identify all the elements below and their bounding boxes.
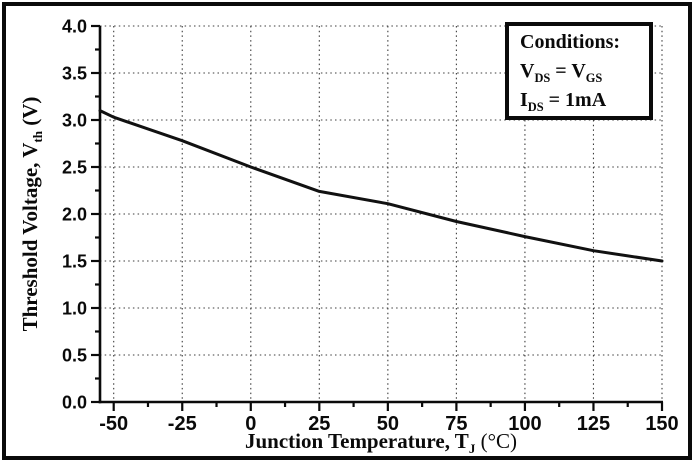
y-axis-title: Threshold Voltage, Vth (V) bbox=[18, 4, 46, 424]
y-tick-label: 2.5 bbox=[62, 158, 87, 178]
y-tick-label: 1.0 bbox=[62, 299, 87, 319]
conditions-ids-value: = 1mA bbox=[543, 89, 607, 111]
conditions-equals-vgs: = V bbox=[550, 60, 586, 82]
conditions-line-vds-vgs: VDS = VGS bbox=[520, 57, 649, 86]
conditions-box: Conditions: VDS = VGS IDS = 1mA bbox=[505, 22, 653, 120]
y-axis-title-unit: (V) bbox=[18, 96, 42, 131]
y-axis-title-subscript: th bbox=[30, 130, 46, 143]
x-tick-label: 50 bbox=[377, 413, 399, 435]
y-tick-label: 3.0 bbox=[62, 111, 87, 131]
y-tick-labels: 0.0 0.5 1.0 1.5 2.0 2.5 3.0 3.5 4.0 bbox=[62, 17, 87, 413]
x-tick-label: 0 bbox=[245, 413, 256, 435]
x-axis-title: Junction Temperature, TJ (°C) bbox=[131, 429, 631, 457]
conditions-vds-subscript: DS bbox=[534, 71, 551, 85]
x-axis-title-unit: (°C) bbox=[475, 429, 517, 453]
x-tick-label: 25 bbox=[308, 413, 330, 435]
x-tick-label: 150 bbox=[645, 413, 678, 435]
x-tick-label: 125 bbox=[577, 413, 610, 435]
conditions-ids-symbol: I bbox=[520, 89, 528, 111]
y-tick-label: 0.0 bbox=[62, 393, 87, 413]
x-tick-label: -25 bbox=[168, 413, 197, 435]
conditions-ids-subscript: DS bbox=[527, 100, 544, 114]
data-line-threshold-voltage bbox=[98, 109, 664, 263]
x-tick-label: -50 bbox=[99, 413, 128, 435]
y-tick-label: 2.0 bbox=[62, 205, 87, 225]
y-tick-label: 0.5 bbox=[62, 346, 87, 366]
y-tick-label: 1.5 bbox=[62, 252, 87, 272]
x-tick-label: 75 bbox=[445, 413, 467, 435]
x-tick-labels: -50 -25 0 25 50 75 100 125 150 bbox=[99, 413, 678, 435]
tick-marks bbox=[91, 24, 664, 411]
conditions-title: Conditions: bbox=[520, 31, 621, 53]
conditions-vds-symbol: V bbox=[520, 60, 535, 82]
x-axis-title-subscript: J bbox=[468, 441, 476, 457]
y-axis-title-text: Threshold Voltage, V bbox=[18, 142, 42, 332]
x-axis-title-text: Junction Temperature, T bbox=[244, 429, 469, 453]
conditions-vgs-subscript: GS bbox=[585, 71, 603, 85]
conditions-line-ids: IDS = 1mA bbox=[520, 86, 649, 115]
x-tick-label: 100 bbox=[508, 413, 541, 435]
y-tick-label: 3.5 bbox=[62, 64, 87, 84]
y-tick-label: 4.0 bbox=[62, 17, 87, 37]
gridlines bbox=[100, 25, 663, 402]
